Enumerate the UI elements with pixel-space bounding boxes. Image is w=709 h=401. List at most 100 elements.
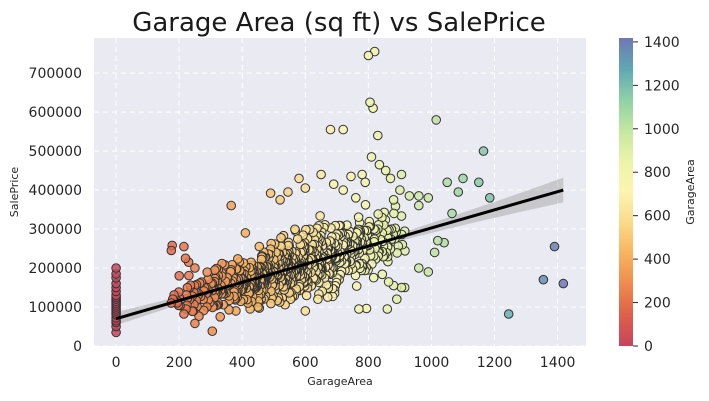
colorbar-tick-label: 400 [644,252,671,268]
data-point [373,209,384,219]
data-point [549,241,560,252]
x-tick-label: 600 [292,355,319,371]
colorbar-tick-label: 600 [644,209,671,225]
data-point [190,263,200,273]
data-point [453,187,464,197]
data-point [377,269,388,280]
data-point [202,267,212,278]
data-point [382,304,393,314]
data-point [325,124,336,135]
colorbar-tick-label: 1000 [644,122,680,138]
y-axis: 0 100000 200000 300000 400000 500000 600000 700… [29,66,82,355]
data-point [478,146,489,156]
data-point [184,270,194,281]
data-point [395,185,405,195]
data-point [283,187,293,197]
x-tick-label: 400 [229,355,256,371]
data-point [366,152,377,162]
y-tick-label: 700000 [29,66,82,82]
data-point [447,208,457,219]
data-point [346,171,356,182]
regression-line-layer [115,188,564,321]
data-point [380,165,391,176]
data-point [166,245,177,256]
chart-title: Garage Area (sq ft) vs SalePrice [132,8,546,38]
data-point [442,177,453,188]
data-point [423,193,434,203]
x-axis: 0 200 400 600 800 1000 1200 1400 [112,355,576,371]
x-tick-label: 1200 [477,355,513,371]
data-point [338,185,349,195]
data-point [179,309,189,319]
data-point [190,318,200,329]
data-point [300,183,311,193]
data-point [354,304,364,314]
x-tick-label: 1000 [414,355,450,371]
colorbar-label: GarageArea [684,159,697,225]
data-point [233,254,243,264]
data-point [174,271,184,281]
data-point [294,173,304,184]
data-point [392,294,402,305]
colorbar-tick-label: 1200 [644,78,680,94]
colorbar-tick-label: 1400 [644,35,680,51]
data-point [351,281,362,291]
colorbar [619,38,633,346]
data-point [431,115,442,125]
data-point [365,97,375,108]
y-tick-label: 0 [73,339,82,355]
data-point [414,191,424,201]
data-point [180,253,191,264]
y-axis-label: SalePrice [8,167,21,218]
data-point [538,274,549,285]
data-point [485,193,495,203]
y-tick-label: 100000 [29,300,82,316]
data-point [429,247,440,258]
data-point [458,173,468,184]
data-point [385,173,396,184]
data-point [389,208,399,219]
data-point [322,292,333,302]
data-point [328,179,339,189]
y-tick-label: 500000 [29,144,82,160]
data-point [558,278,569,289]
data-point [423,267,434,277]
data-point [207,326,218,337]
data-point [404,191,415,201]
y-tick-label: 400000 [29,183,82,199]
colorbar-tick-label: 0 [644,339,653,355]
data-point [338,124,349,135]
data-point [396,282,407,293]
data-point [300,306,311,316]
data-point [290,224,300,235]
data-point [374,159,385,170]
x-tick-label: 800 [355,355,382,371]
data-point [266,298,276,309]
data-point [313,294,323,305]
x-tick-label: 0 [112,355,121,371]
regression-line [115,188,564,321]
colorbar-tick-label: 800 [644,165,671,181]
data-point [363,50,374,61]
data-point [353,212,364,222]
data-point [357,169,367,180]
data-point [414,200,424,211]
x-tick-label: 200 [166,355,193,371]
data-point [254,241,265,252]
data-point [215,312,225,322]
data-point [240,228,251,238]
data-point [301,290,312,301]
colorbar-ticks: 0 200 400 600 800 1000 1200 1400 [633,35,680,355]
x-axis-label: GarageArea [307,375,373,388]
data-point [388,195,399,205]
data-point [179,241,189,252]
data-point [368,272,379,283]
colorbar-tick-label: 200 [644,296,671,312]
x-tick-label: 1400 [540,355,576,371]
data-point [275,195,285,205]
data-point [316,169,326,180]
data-point [111,263,121,273]
y-tick-label: 200000 [29,261,82,277]
data-point [360,200,371,210]
